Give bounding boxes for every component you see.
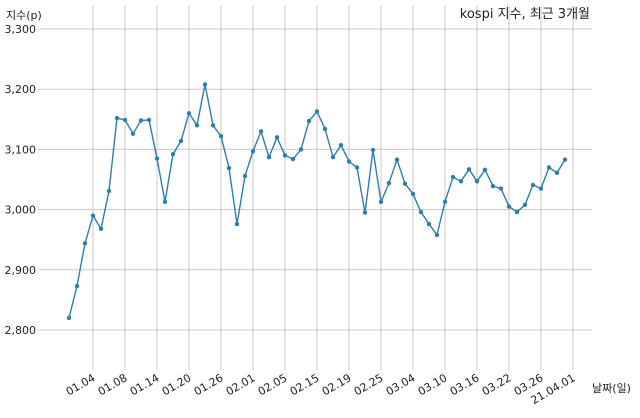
- data-point: [362, 210, 368, 215]
- y-tick-label: 2,800: [5, 324, 37, 337]
- data-point: [394, 157, 400, 162]
- data-point: [386, 180, 392, 186]
- x-tick-label: 01.14: [128, 371, 162, 398]
- data-point: [474, 179, 480, 184]
- data-point: [178, 138, 184, 144]
- data-point: [234, 221, 240, 227]
- data-point: [426, 221, 432, 227]
- data-point: [282, 153, 288, 158]
- x-tick-label: 02.01: [224, 371, 258, 398]
- data-point: [482, 167, 488, 173]
- data-point: [218, 133, 224, 139]
- data-point: [314, 109, 320, 114]
- x-tick-label: 01.20: [160, 371, 194, 398]
- data-point: [402, 181, 408, 186]
- x-tick-label: 03.22: [480, 371, 514, 398]
- data-point: [138, 118, 144, 123]
- data-point: [242, 173, 248, 179]
- x-tick-label: 02.15: [288, 371, 322, 398]
- data-point: [338, 142, 344, 148]
- data-point: [442, 199, 448, 204]
- y-tick-labels: 2,800 2,900 3,000 3,100 3,200 3,300: [5, 23, 37, 337]
- data-point: [250, 149, 256, 154]
- data-point: [562, 157, 568, 162]
- x-tick-label: 02.25: [352, 371, 386, 398]
- data-point: [346, 159, 352, 164]
- x-tick-label: 03.10: [416, 371, 450, 398]
- data-point: [354, 165, 360, 170]
- x-tick-label: 02.19: [320, 371, 354, 398]
- x-tick-label: 03.04: [384, 371, 418, 398]
- data-point: [298, 147, 304, 152]
- y-axis-title: 지수(p): [6, 9, 42, 22]
- data-point: [114, 115, 120, 121]
- x-tick-label: 03.16: [448, 371, 482, 398]
- data-point: [154, 156, 160, 161]
- data-point: [274, 135, 280, 140]
- data-point: [162, 199, 168, 204]
- data-point: [186, 111, 192, 116]
- data-point: [378, 199, 384, 204]
- x-axis-title: 날짜(일): [592, 381, 631, 395]
- x-tick-label: 01.26: [192, 371, 226, 398]
- data-point: [98, 226, 104, 232]
- series-layer: [66, 82, 568, 321]
- data-point: [410, 191, 416, 197]
- y-tick-label: 3,200: [5, 83, 37, 96]
- data-point: [82, 241, 88, 246]
- data-point: [258, 129, 264, 134]
- data-point: [546, 165, 552, 170]
- x-tick-label: 02.05: [256, 371, 290, 398]
- data-point: [498, 186, 504, 191]
- data-point: [490, 183, 496, 189]
- data-point: [514, 209, 520, 215]
- data-point: [522, 202, 528, 207]
- data-point: [458, 179, 464, 184]
- data-point: [226, 165, 232, 171]
- y-gridlines: [38, 28, 592, 331]
- data-point: [330, 155, 336, 160]
- y-tick-label: 2,900: [5, 264, 37, 277]
- data-point: [146, 117, 152, 123]
- data-point: [322, 126, 328, 132]
- chart-title: kospi 지수, 최근 3개월: [460, 7, 590, 22]
- x-tick-labels: 01.0401.0801.1401.2001.2602.0102.0502.15…: [64, 371, 578, 407]
- y-tick-label: 3,300: [5, 23, 37, 36]
- data-point: [90, 213, 96, 218]
- data-point: [530, 182, 536, 188]
- data-point: [66, 315, 72, 321]
- data-point: [450, 174, 456, 180]
- data-point: [418, 209, 424, 215]
- y-tick-label: 3,100: [5, 143, 37, 156]
- data-point: [202, 82, 208, 87]
- data-point: [194, 123, 200, 128]
- x-tick-label: 01.08: [96, 371, 130, 398]
- data-point: [506, 204, 512, 209]
- data-point: [74, 283, 80, 289]
- y-tick-label: 3,000: [5, 204, 37, 217]
- x-gridlines: [92, 6, 574, 370]
- data-point: [130, 131, 136, 136]
- data-point: [306, 118, 312, 124]
- x-tick-label: 01.04: [64, 371, 98, 398]
- data-point: [466, 167, 472, 172]
- data-point: [290, 156, 296, 162]
- data-point: [170, 152, 176, 157]
- data-point: [434, 232, 440, 238]
- data-point: [122, 117, 128, 123]
- data-point: [106, 188, 112, 194]
- data-point: [554, 170, 560, 176]
- data-point: [266, 155, 272, 160]
- data-point: [370, 147, 376, 153]
- data-point: [538, 186, 544, 191]
- data-point: [210, 123, 216, 128]
